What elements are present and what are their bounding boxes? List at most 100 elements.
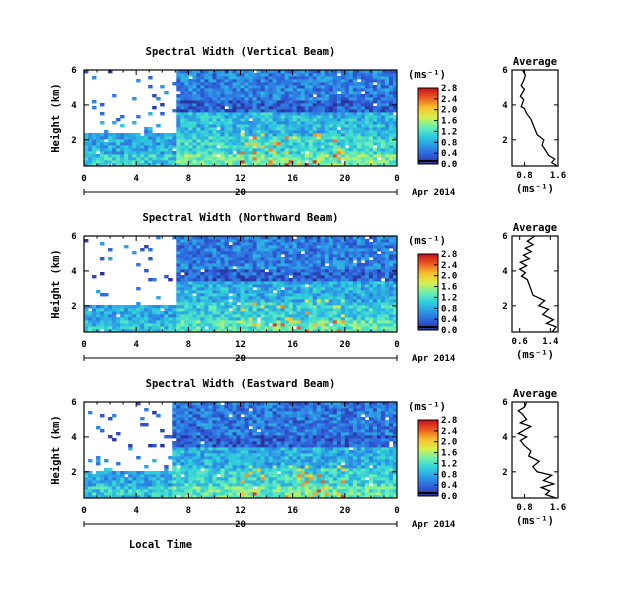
heatmap-cell <box>268 290 273 294</box>
heatmap-cell <box>176 444 181 448</box>
heatmap-cell <box>240 269 245 273</box>
heatmap-cell <box>352 275 358 279</box>
heatmap-cell <box>84 483 89 487</box>
heatmap-cell <box>84 486 89 490</box>
y-axis-label: Height (km) <box>50 83 62 153</box>
heatmap-cell <box>344 329 350 333</box>
heatmap-cell <box>208 408 213 412</box>
heatmap-cell <box>256 100 261 104</box>
heatmap-cell <box>228 435 233 439</box>
heatmap-cell <box>324 124 330 128</box>
heatmap-cell <box>220 492 225 496</box>
heatmap-cell <box>192 103 197 107</box>
colorbar-segment <box>418 290 438 293</box>
heatmap-cell <box>348 326 354 330</box>
heatmap-cell <box>248 281 253 285</box>
heatmap-cell <box>256 163 261 167</box>
heatmap-cell <box>292 269 298 273</box>
heatmap-cell <box>176 145 181 149</box>
heatmap-cell <box>212 405 217 409</box>
heatmap-cell <box>148 157 153 161</box>
heatmap-cell <box>228 447 233 451</box>
heatmap-cell <box>248 79 253 83</box>
heatmap-cell <box>152 444 157 448</box>
heatmap-cell <box>336 251 342 255</box>
heatmap-cell <box>372 254 378 258</box>
heatmap-cell <box>316 314 322 318</box>
heatmap-cell <box>228 236 233 240</box>
heatmap-cell <box>228 486 233 490</box>
heatmap-cell <box>332 85 338 89</box>
heatmap-cell <box>228 148 233 152</box>
heatmap-cell <box>204 82 209 86</box>
heatmap-cell <box>104 486 109 490</box>
heatmap-cell <box>280 154 286 158</box>
heatmap-cell <box>208 411 213 415</box>
heatmap-cell <box>204 133 209 137</box>
heatmap-cell <box>116 323 121 327</box>
heatmap-cell <box>212 145 217 149</box>
heatmap-cell <box>192 471 197 475</box>
heatmap-cell <box>280 133 286 137</box>
heatmap-cell <box>352 121 358 125</box>
heatmap-cell <box>324 145 330 149</box>
heatmap-cell <box>200 248 205 252</box>
heatmap-cell <box>216 441 221 445</box>
heatmap-cell <box>348 88 354 92</box>
heatmap-cell <box>356 103 362 107</box>
heatmap-cell <box>248 296 253 300</box>
heatmap-cell <box>332 154 338 158</box>
heatmap-cell <box>212 408 217 412</box>
heatmap-cell <box>304 296 310 300</box>
heatmap-cell <box>216 453 221 457</box>
heatmap-cell <box>232 284 237 288</box>
heatmap-cell <box>364 257 370 261</box>
heatmap-cell <box>228 317 233 321</box>
heatmap-cell <box>248 263 253 267</box>
heatmap-cell <box>176 100 181 104</box>
heatmap-cell <box>384 278 390 282</box>
colorbar-segment <box>418 91 438 95</box>
heatmap-cell <box>236 154 241 158</box>
heatmap-cell <box>268 284 273 288</box>
heatmap-cell <box>256 151 261 155</box>
heatmap-cell <box>168 489 173 493</box>
heatmap-cell <box>316 326 322 330</box>
heatmap-cell <box>268 296 273 300</box>
heatmap-cell <box>196 160 201 164</box>
heatmap-cell <box>180 106 185 110</box>
heatmap-cell <box>304 275 310 279</box>
colorbar-tick-label: 1.2 <box>441 293 457 303</box>
heatmap-cell <box>176 157 181 161</box>
heatmap-cell <box>240 160 245 164</box>
heatmap-cell <box>176 311 181 315</box>
heatmap-cell <box>208 236 213 240</box>
heatmap-cell <box>384 118 390 122</box>
heatmap-cell <box>388 76 394 80</box>
heatmap-cell <box>224 450 229 454</box>
heatmap-cell <box>336 248 342 252</box>
heatmap-cell <box>172 314 177 318</box>
heatmap-cell <box>232 88 237 92</box>
heatmap-cell <box>208 441 213 445</box>
heatmap-cell <box>208 160 213 164</box>
heatmap-cell <box>152 308 157 312</box>
heatmap-cell <box>384 299 390 303</box>
heatmap-cell <box>312 109 318 113</box>
heatmap-cell <box>308 148 314 152</box>
heatmap-cell <box>364 70 370 74</box>
heatmap-cell <box>328 70 334 74</box>
heatmap-cell <box>384 142 390 146</box>
heatmap-cell <box>224 275 229 279</box>
heatmap-cell <box>228 115 233 119</box>
heatmap-cell <box>208 462 213 466</box>
heatmap-cell <box>192 145 197 149</box>
heatmap-cell <box>168 435 173 439</box>
heatmap-cell <box>204 73 209 77</box>
heatmap-cell <box>180 326 185 330</box>
heatmap-cell <box>388 329 394 333</box>
heatmap-cell <box>372 302 378 306</box>
heatmap-cell <box>232 121 237 125</box>
heatmap-cell <box>356 269 362 273</box>
heatmap-cell <box>100 414 105 418</box>
